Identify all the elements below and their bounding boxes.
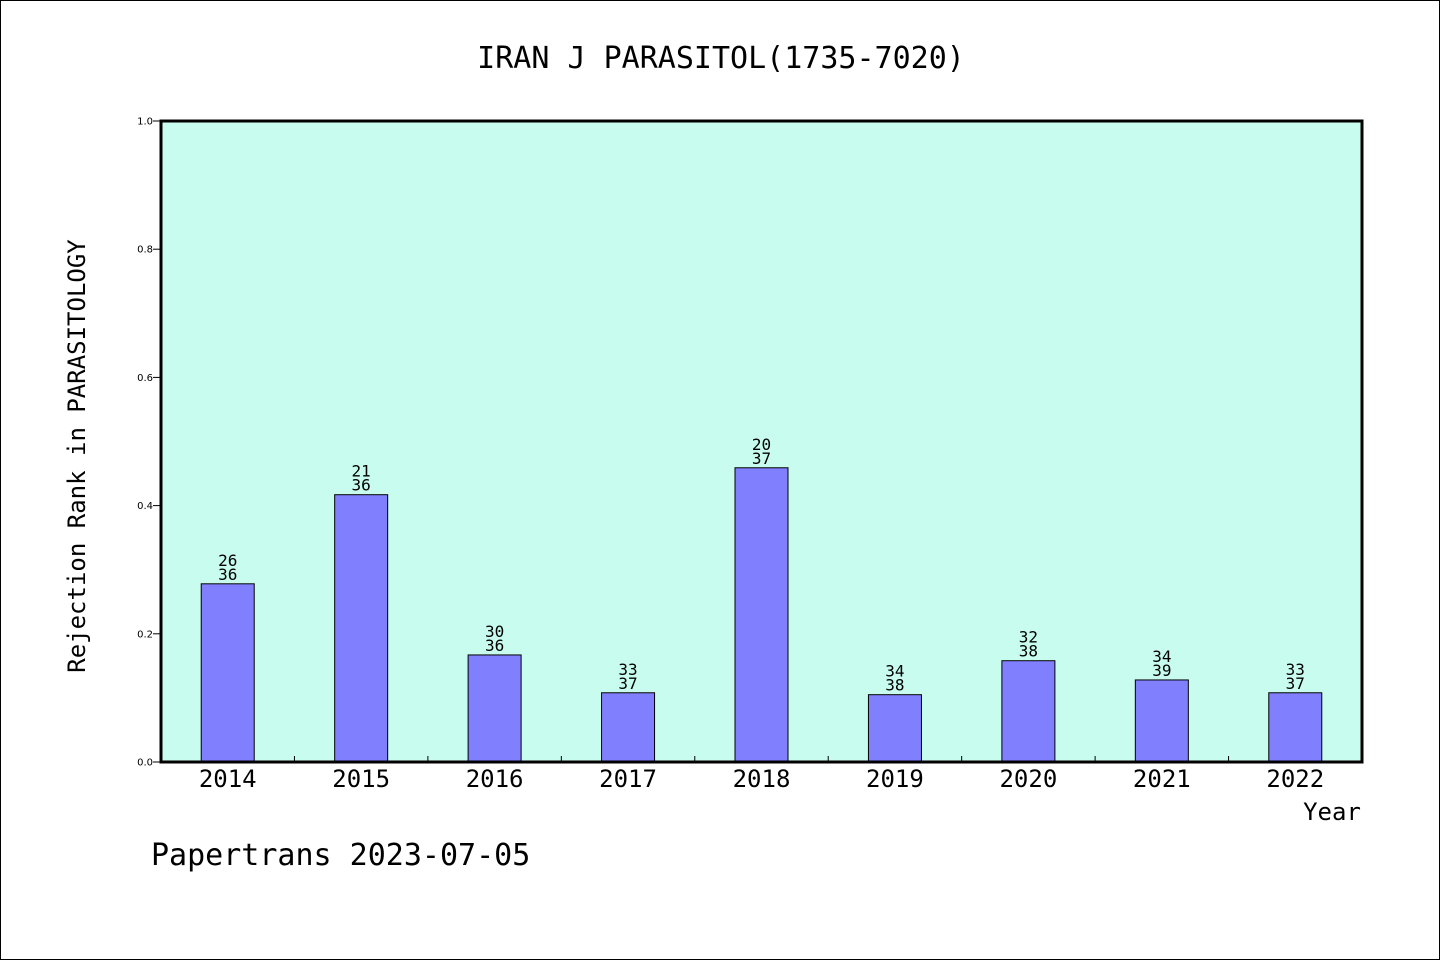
y-axis-ticks: 0.0 0.2 0.4 0.6 0.8 1.0 [137, 117, 161, 769]
x-tick-label: 2022 [1266, 765, 1324, 793]
x-tick-label: 2015 [332, 765, 390, 793]
bar-label-bottom: 37 [1286, 674, 1305, 693]
bar [200, 583, 255, 763]
bar-label-bottom: 36 [485, 636, 504, 655]
bar-label-bottom: 37 [618, 674, 637, 693]
y-tick-label: 0.6 [137, 373, 153, 384]
y-tick-label: 1.0 [137, 117, 153, 128]
bar [467, 654, 522, 763]
bar [1001, 660, 1056, 763]
x-axis-label: Year [1303, 798, 1361, 826]
footer-text: Papertrans 2023-07-05 [151, 838, 530, 873]
x-tick-label: 2020 [999, 765, 1057, 793]
bar [334, 494, 389, 763]
y-tick-label: 0.2 [137, 629, 153, 640]
x-tick-label: 2016 [466, 765, 524, 793]
bar-label-bottom: 36 [218, 565, 237, 584]
bar [1134, 679, 1189, 763]
x-axis-ticks: 2014 2015 2016 2017 2018 2019 2020 2021 2022 [199, 756, 1324, 793]
y-tick-label: 0.4 [137, 501, 153, 512]
bar-label-top: 26 [218, 551, 237, 570]
x-tick-label: 2014 [199, 765, 257, 793]
bar-label-top: 34 [1152, 647, 1171, 666]
bar-label-top: 20 [752, 435, 771, 454]
chart-title: IRAN J PARASITOL(1735-7020) [477, 41, 965, 76]
bar [601, 692, 656, 763]
x-tick-label: 2021 [1133, 765, 1191, 793]
bars-layer [200, 467, 1323, 763]
bar-label-top: 32 [1019, 628, 1038, 647]
bar-label-bottom: 38 [885, 676, 904, 695]
x-tick-label: 2018 [733, 765, 791, 793]
bar-label-bottom: 39 [1152, 661, 1171, 680]
bar-label-bottom: 38 [1019, 642, 1038, 661]
bar [867, 694, 922, 763]
bar-label-bottom: 37 [752, 449, 771, 468]
bar-label-top: 21 [352, 462, 371, 481]
x-tick-label: 2019 [866, 765, 924, 793]
bar-label-top: 33 [618, 660, 637, 679]
y-axis-label: Rejection Rank in PARASITOLOGY [63, 239, 91, 673]
y-tick-label: 0.8 [137, 245, 153, 256]
bar-label-top: 33 [1286, 660, 1305, 679]
bar-label-top: 34 [885, 662, 904, 681]
plot-border [159, 119, 1364, 764]
y-tick-label: 0.0 [137, 758, 153, 769]
bar [734, 467, 789, 763]
bar [1268, 692, 1323, 763]
x-tick-label: 2017 [599, 765, 657, 793]
bar-label-top: 30 [485, 622, 504, 641]
bar-label-bottom: 36 [352, 476, 371, 495]
